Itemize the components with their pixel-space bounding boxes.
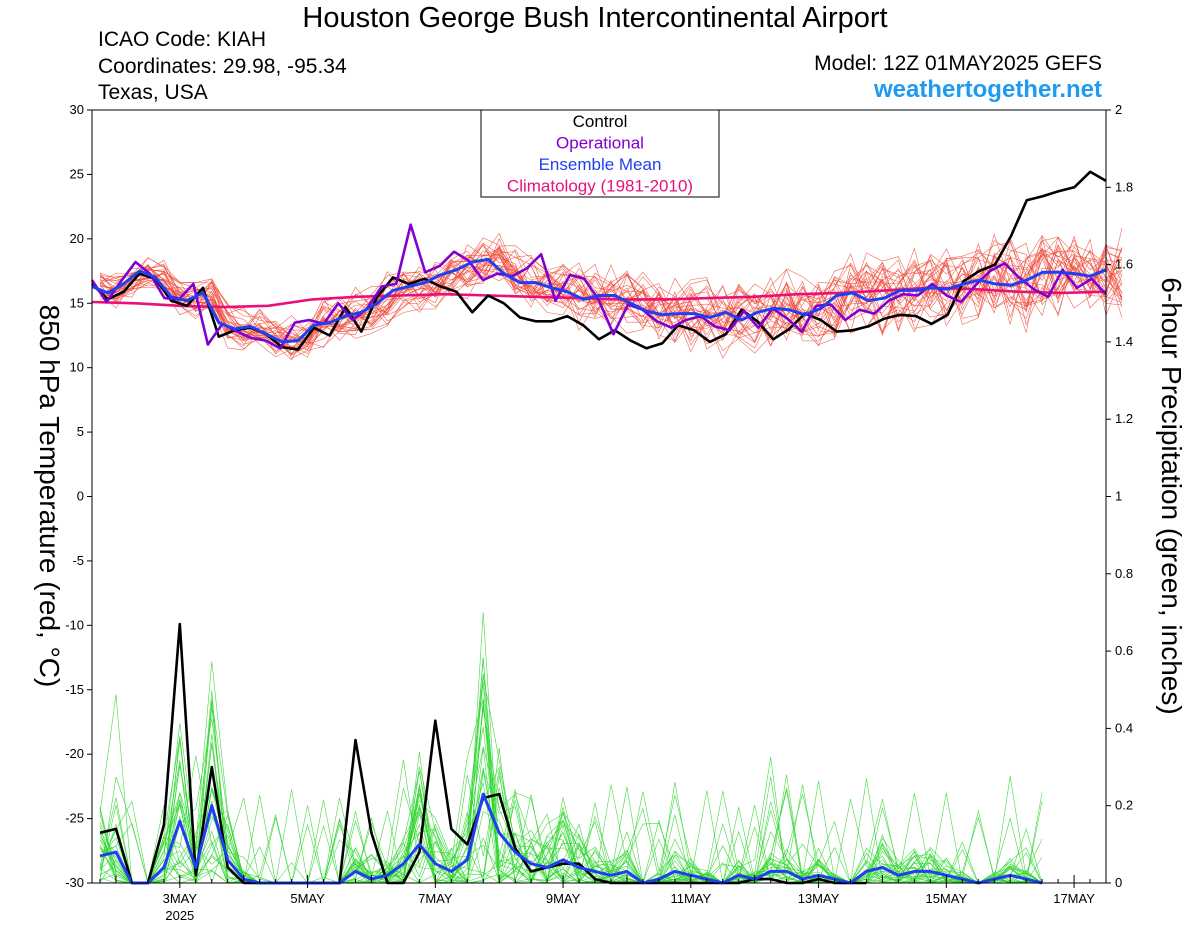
series-layer — [90, 170, 1107, 885]
right-tick-label: 2 — [1115, 102, 1122, 117]
plot-frame — [91, 109, 1107, 884]
ensemble-mean-precipitation-line — [99, 792, 1043, 885]
left-tick-label: 10 — [70, 360, 84, 375]
right-tick-label: 1.2 — [1115, 411, 1133, 426]
x-tick-label: 11MAY — [670, 891, 711, 906]
right-tick-label: 1.8 — [1115, 179, 1133, 194]
left-tick-label: -15 — [65, 682, 84, 697]
legend-entry: Operational — [556, 134, 644, 153]
x-tick-label: 13MAY — [798, 891, 840, 906]
left-tick-label: -25 — [65, 811, 84, 826]
precip-member-line — [99, 661, 1043, 884]
icao-code: ICAO Code: KIAH — [98, 28, 267, 51]
coordinates: Coordinates: 29.98, -95.34 — [98, 55, 347, 78]
temp-member-line — [99, 249, 1123, 356]
control-temperature-line — [91, 170, 1107, 351]
control-precipitation-line — [99, 622, 867, 885]
left-tick-label: 25 — [70, 166, 84, 181]
ensemble-mean-temperature-line — [91, 257, 1107, 344]
axes-group: 302520151050-5-10-15-20-25-3021.81.61.41… — [65, 102, 1133, 923]
left-tick-label: -20 — [65, 746, 84, 761]
precip-member-line — [99, 657, 1043, 884]
right-tick-label: 1.4 — [1115, 334, 1133, 349]
temp-member-line — [99, 242, 1123, 352]
right-tick-label: 0 — [1115, 875, 1122, 890]
right-tick-label: 1.6 — [1115, 257, 1133, 272]
precip-member-line — [99, 744, 1043, 884]
temp-member-line — [99, 238, 1123, 354]
right-tick-label: 1 — [1115, 489, 1122, 504]
left-tick-label: 30 — [70, 102, 84, 117]
chart-title: Houston George Bush Intercontinental Air… — [302, 2, 888, 34]
temp-member-line — [99, 247, 1123, 350]
left-tick-label: 0 — [77, 489, 84, 504]
left-tick-label: -10 — [65, 617, 84, 632]
temp-member-line — [99, 246, 1123, 347]
x-tick-label: 15MAY — [925, 891, 967, 906]
legend-entry: Control — [573, 112, 628, 131]
right-tick-label: 0.4 — [1115, 720, 1133, 735]
region: Texas, USA — [98, 81, 208, 104]
x-tick-label: 3MAY — [163, 891, 198, 906]
left-axis-label: 850 hPa Temperature (red, °C) — [34, 305, 65, 688]
left-tick-label: 5 — [77, 424, 84, 439]
right-tick-label: 0.2 — [1115, 798, 1133, 813]
legend-box — [480, 109, 720, 198]
legend-entry: Ensemble Mean — [539, 155, 662, 174]
x-tick-label: 5MAY — [290, 891, 325, 906]
left-tick-label: 20 — [70, 231, 84, 246]
right-tick-label: 0.8 — [1115, 566, 1133, 581]
temp-member-line — [99, 250, 1123, 359]
right-tick-label: 0.6 — [1115, 643, 1133, 658]
x-tick-label: 7MAY — [418, 891, 453, 906]
legend-entry: Climatology (1981-2010) — [507, 177, 693, 196]
temp-member-line — [99, 227, 1123, 354]
site-link[interactable]: weathertogether.net — [873, 76, 1102, 103]
temp-member-line — [99, 238, 1123, 344]
model-run: Model: 12Z 01MAY2025 GEFS — [814, 52, 1102, 75]
precip-member-line — [99, 699, 1043, 884]
right-axis-label: 6-hour Precipitation (green, inches) — [1156, 277, 1187, 714]
x-tick-label: 9MAY — [546, 891, 581, 906]
left-tick-label: -30 — [65, 875, 84, 890]
x-tick-year: 2025 — [165, 908, 194, 923]
x-tick-label: 17MAY — [1053, 891, 1095, 906]
legend: Control Operational Ensemble Mean Climatolo… — [480, 109, 720, 198]
left-tick-label: 15 — [70, 295, 84, 310]
temp-member-line — [99, 251, 1123, 351]
left-tick-label: -5 — [72, 553, 84, 568]
